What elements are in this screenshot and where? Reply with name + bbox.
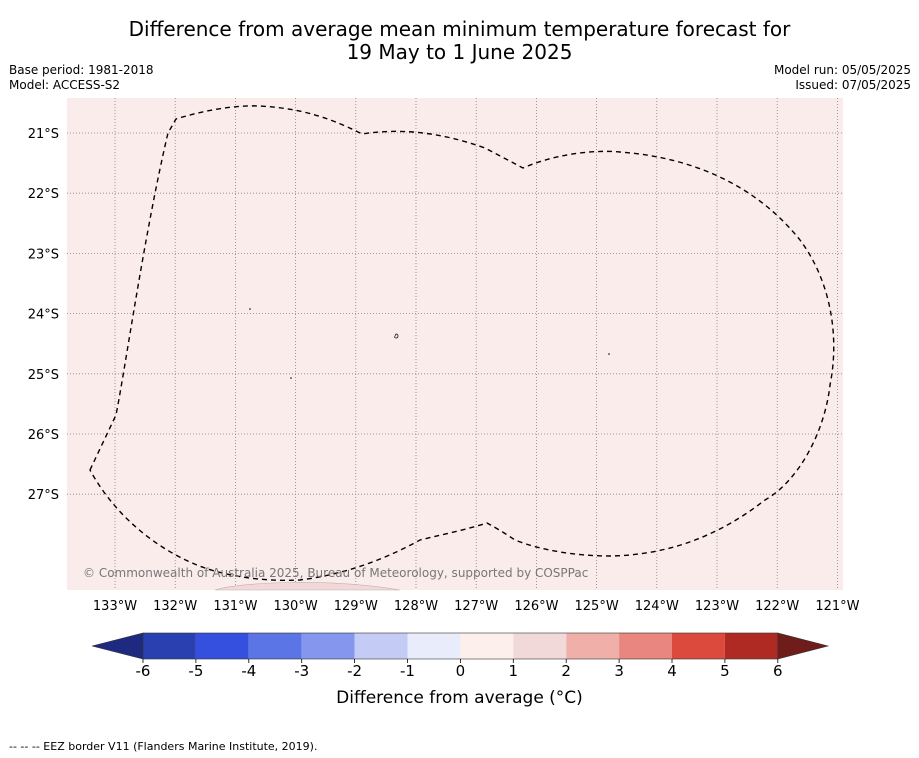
islands xyxy=(249,308,610,379)
colorbar-segment xyxy=(566,633,620,659)
colorbar-segment xyxy=(354,633,408,659)
latitude-label: 26°S xyxy=(28,428,59,443)
colorbar-segment xyxy=(513,633,567,659)
latitude-label: 27°S xyxy=(28,488,59,503)
model-name: Model: ACCESS-S2 xyxy=(9,78,121,92)
longitude-label: 132°W xyxy=(153,599,197,614)
colorbar-segment xyxy=(460,633,514,659)
colorbar-segment xyxy=(619,633,672,659)
colorbar-tick-label: -4 xyxy=(241,662,256,680)
longitude-label: 131°W xyxy=(213,599,257,614)
copyright-notice: © Commonwealth of Australia 2025, Bureau… xyxy=(83,566,588,580)
title-line-2: 19 May to 1 June 2025 xyxy=(346,40,573,64)
longitude-label: 121°W xyxy=(815,599,859,614)
island xyxy=(608,353,610,355)
model-run: Model run: 05/05/2025 xyxy=(773,63,911,77)
longitude-labels: 133°W 132°W 131°W 130°W 129°W 128°W 127°W 126°W… xyxy=(93,599,860,614)
colorbar-tick-label: 3 xyxy=(614,662,624,680)
colorbar-segment xyxy=(672,633,725,659)
colorbar-label: Difference from average (°C) xyxy=(336,688,583,708)
base-period: Base period: 1981-2018 xyxy=(9,63,154,77)
colorbar-tick-label: -6 xyxy=(136,662,151,680)
colorbar-tick-label: -5 xyxy=(188,662,203,680)
colorbar-over-arrow xyxy=(777,632,830,660)
issued-date: Issued: 07/05/2025 xyxy=(795,78,911,92)
colorbar-segment xyxy=(407,633,461,659)
anomaly-patch xyxy=(214,582,401,591)
colorbar-tick-label: 5 xyxy=(720,662,730,680)
colorbar-tick-label: -3 xyxy=(294,662,309,680)
longitude-label: 133°W xyxy=(93,599,137,614)
colorbar-tick-label: 2 xyxy=(561,662,571,680)
longitude-label: 126°W xyxy=(514,599,558,614)
map-title: Difference from average mean minimum tem… xyxy=(0,18,919,64)
meta-right: Model run: 05/05/2025 Issued: 07/05/2025 xyxy=(774,63,911,93)
colorbar-segment xyxy=(195,633,249,659)
longitude-label: 125°W xyxy=(575,599,619,614)
latitude-label: 21°S xyxy=(28,127,59,142)
eez-border xyxy=(89,105,835,582)
longitude-label: 124°W xyxy=(635,599,679,614)
colorbar-tick-label: -2 xyxy=(347,662,362,680)
meta-left: Base period: 1981-2018 Model: ACCESS-S2 xyxy=(9,63,154,93)
colorbar-segment xyxy=(301,633,355,659)
colorbar-ticks: -6 -5 -4 -3 -2 -1 0 1 2 3 4 5 6 xyxy=(136,659,783,680)
colorbar-tick-label: 0 xyxy=(456,662,466,680)
latitude-label: 25°S xyxy=(28,368,59,383)
island xyxy=(249,308,251,310)
gridlines xyxy=(67,98,843,590)
colorbar xyxy=(91,632,830,660)
longitude-label: 129°W xyxy=(334,599,378,614)
island xyxy=(290,377,292,379)
colorbar-tick-label: 1 xyxy=(509,662,519,680)
colorbar-tick-label: 6 xyxy=(773,662,783,680)
title-line-1: Difference from average mean minimum tem… xyxy=(128,17,791,41)
colorbar-segment xyxy=(724,633,778,659)
longitude-label: 122°W xyxy=(755,599,799,614)
island xyxy=(394,333,399,339)
latitude-label: 23°S xyxy=(28,247,59,262)
colorbar-segment xyxy=(248,633,302,659)
longitude-label: 127°W xyxy=(454,599,498,614)
longitude-label: 130°W xyxy=(274,599,318,614)
latitude-labels: 21°S 22°S 23°S 24°S 25°S 26°S 27°S xyxy=(28,127,59,503)
footer-note: -- -- -- EEZ border V11 (Flanders Marine… xyxy=(9,740,318,753)
latitude-label: 22°S xyxy=(28,187,59,202)
longitude-label: 128°W xyxy=(394,599,438,614)
colorbar-tick-label: 4 xyxy=(667,662,677,680)
colorbar-under-arrow xyxy=(91,632,144,660)
latitude-label: 24°S xyxy=(28,308,59,323)
map-area xyxy=(67,98,843,590)
colorbar-tick-label: -1 xyxy=(400,662,415,680)
colorbar-segment xyxy=(143,633,196,659)
longitude-label: 123°W xyxy=(695,599,739,614)
map-figure: © Commonwealth of Australia 2025, Bureau… xyxy=(28,98,860,680)
